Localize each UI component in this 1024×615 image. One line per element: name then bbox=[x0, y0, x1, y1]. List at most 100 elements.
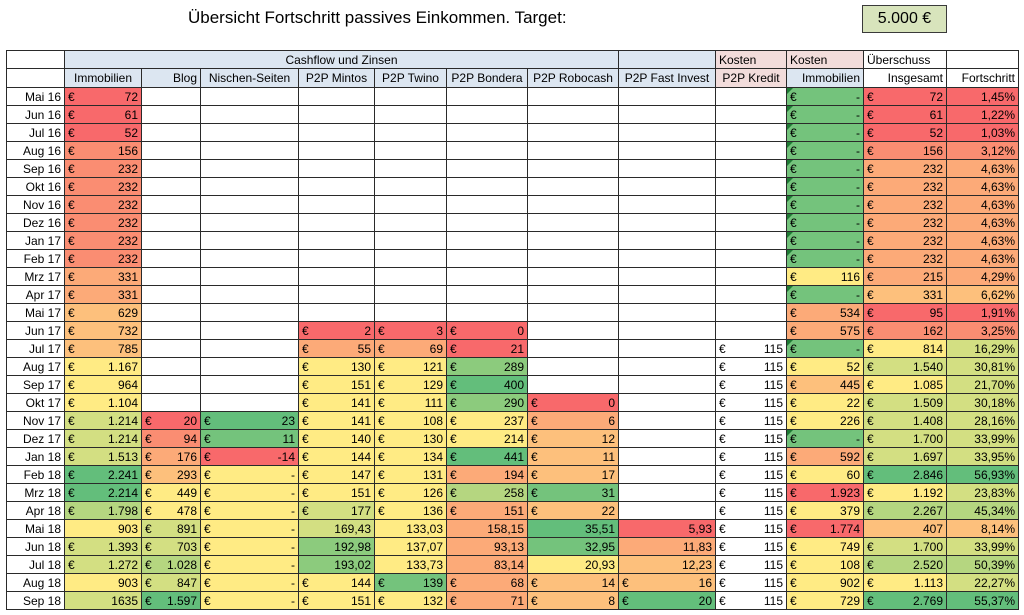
cell-5[interactable] bbox=[446, 303, 528, 322]
cell-0[interactable]: €72 bbox=[64, 87, 142, 106]
cell-4[interactable]: €129 bbox=[374, 375, 447, 394]
cell-4[interactable]: €121 bbox=[374, 357, 447, 376]
cell-8[interactable]: €115 bbox=[715, 573, 787, 592]
cell-5[interactable] bbox=[446, 249, 528, 268]
cell-2[interactable] bbox=[200, 339, 299, 358]
cell-11[interactable]: 3,12% bbox=[946, 141, 1019, 160]
cell-3[interactable]: €140 bbox=[298, 429, 375, 448]
cell-8[interactable] bbox=[715, 249, 787, 268]
cell-1[interactable] bbox=[141, 141, 201, 160]
cell-5[interactable] bbox=[446, 213, 528, 232]
cell-2[interactable]: € - bbox=[200, 537, 299, 556]
cell-3[interactable]: €177 bbox=[298, 501, 375, 520]
cell-7[interactable] bbox=[618, 321, 716, 340]
cell-3[interactable]: 192,98 bbox=[298, 537, 375, 556]
cell-8[interactable] bbox=[715, 231, 787, 250]
cell-10[interactable]: €2.520 bbox=[863, 555, 947, 574]
cell-8[interactable]: €115 bbox=[715, 555, 787, 574]
cell-2[interactable]: € -14 bbox=[200, 447, 299, 466]
cell-0[interactable]: €61 bbox=[64, 105, 142, 124]
cell-3[interactable]: 169,43 bbox=[298, 519, 375, 538]
cell-4[interactable]: €126 bbox=[374, 483, 447, 502]
cell-4[interactable]: €3 bbox=[374, 321, 447, 340]
cell-3[interactable]: €144 bbox=[298, 573, 375, 592]
cell-9[interactable]: €22 bbox=[786, 393, 864, 412]
cell-5[interactable]: €258 bbox=[446, 483, 528, 502]
cell-10[interactable]: €331 bbox=[863, 285, 947, 304]
cell-10[interactable]: €232 bbox=[863, 177, 947, 196]
cell-5[interactable] bbox=[446, 267, 528, 286]
cell-0[interactable]: €2.214 bbox=[64, 483, 142, 502]
cell-11[interactable]: 33,95% bbox=[946, 447, 1019, 466]
cell-1[interactable]: €703 bbox=[141, 537, 201, 556]
cell-6[interactable] bbox=[527, 375, 619, 394]
cell-11[interactable]: 4,63% bbox=[946, 231, 1019, 250]
cell-6[interactable]: €22 bbox=[527, 501, 619, 520]
cell-1[interactable] bbox=[141, 195, 201, 214]
cell-7[interactable] bbox=[618, 357, 716, 376]
cell-3[interactable] bbox=[298, 141, 375, 160]
cell-10[interactable]: €95 bbox=[863, 303, 947, 322]
cell-9[interactable]: €1.774 bbox=[786, 519, 864, 538]
cell-0[interactable]: €1.214 bbox=[64, 411, 142, 430]
cell-6[interactable] bbox=[527, 339, 619, 358]
cell-4[interactable] bbox=[374, 249, 447, 268]
cell-10[interactable]: €72 bbox=[863, 87, 947, 106]
cell-1[interactable]: €847 bbox=[141, 573, 201, 592]
cell-3[interactable]: €141 bbox=[298, 411, 375, 430]
cell-5[interactable] bbox=[446, 285, 528, 304]
cell-10[interactable]: €232 bbox=[863, 231, 947, 250]
cell-1[interactable] bbox=[141, 375, 201, 394]
cell-1[interactable] bbox=[141, 87, 201, 106]
cell-1[interactable]: €176 bbox=[141, 447, 201, 466]
cell-7[interactable]: 5,93 bbox=[618, 519, 716, 538]
cell-3[interactable]: €151 bbox=[298, 483, 375, 502]
cell-2[interactable]: € - bbox=[200, 501, 299, 520]
cell-9[interactable]: € - bbox=[786, 429, 864, 448]
cell-2[interactable] bbox=[200, 141, 299, 160]
cell-3[interactable]: €55 bbox=[298, 339, 375, 358]
cell-2[interactable]: € - bbox=[200, 519, 299, 538]
cell-8[interactable]: €115 bbox=[715, 537, 787, 556]
cell-0[interactable]: €1.214 bbox=[64, 429, 142, 448]
cell-4[interactable] bbox=[374, 159, 447, 178]
cell-3[interactable]: €151 bbox=[298, 591, 375, 610]
cell-2[interactable]: €23 bbox=[200, 411, 299, 430]
cell-3[interactable]: 193,02 bbox=[298, 555, 375, 574]
cell-0[interactable]: €629 bbox=[64, 303, 142, 322]
cell-4[interactable] bbox=[374, 87, 447, 106]
cell-11[interactable]: 4,29% bbox=[946, 267, 1019, 286]
cell-7[interactable] bbox=[618, 141, 716, 160]
cell-8[interactable]: €115 bbox=[715, 591, 787, 610]
cell-6[interactable]: €31 bbox=[527, 483, 619, 502]
cell-7[interactable] bbox=[618, 87, 716, 106]
cell-6[interactable]: 35,51 bbox=[527, 519, 619, 538]
cell-2[interactable] bbox=[200, 213, 299, 232]
cell-10[interactable]: €1.700 bbox=[863, 429, 947, 448]
cell-8[interactable]: €115 bbox=[715, 339, 787, 358]
cell-6[interactable] bbox=[527, 249, 619, 268]
cell-6[interactable]: €12 bbox=[527, 429, 619, 448]
cell-4[interactable]: 137,07 bbox=[374, 537, 447, 556]
cell-2[interactable]: € - bbox=[200, 465, 299, 484]
cell-10[interactable]: €232 bbox=[863, 249, 947, 268]
cell-1[interactable]: €449 bbox=[141, 483, 201, 502]
cell-0[interactable]: €156 bbox=[64, 141, 142, 160]
cell-5[interactable] bbox=[446, 123, 528, 142]
cell-11[interactable]: 4,63% bbox=[946, 159, 1019, 178]
cell-8[interactable] bbox=[715, 105, 787, 124]
cell-1[interactable] bbox=[141, 339, 201, 358]
cell-1[interactable]: €94 bbox=[141, 429, 201, 448]
cell-5[interactable]: €68 bbox=[446, 573, 528, 592]
cell-1[interactable] bbox=[141, 303, 201, 322]
cell-6[interactable]: €0 bbox=[527, 393, 619, 412]
cell-5[interactable]: €289 bbox=[446, 357, 528, 376]
cell-6[interactable] bbox=[527, 267, 619, 286]
cell-6[interactable] bbox=[527, 357, 619, 376]
cell-1[interactable] bbox=[141, 231, 201, 250]
cell-9[interactable]: € - bbox=[786, 87, 864, 106]
cell-0[interactable]: €331 bbox=[64, 267, 142, 286]
cell-6[interactable] bbox=[527, 231, 619, 250]
cell-9[interactable]: €902 bbox=[786, 573, 864, 592]
cell-2[interactable]: € - bbox=[200, 591, 299, 610]
